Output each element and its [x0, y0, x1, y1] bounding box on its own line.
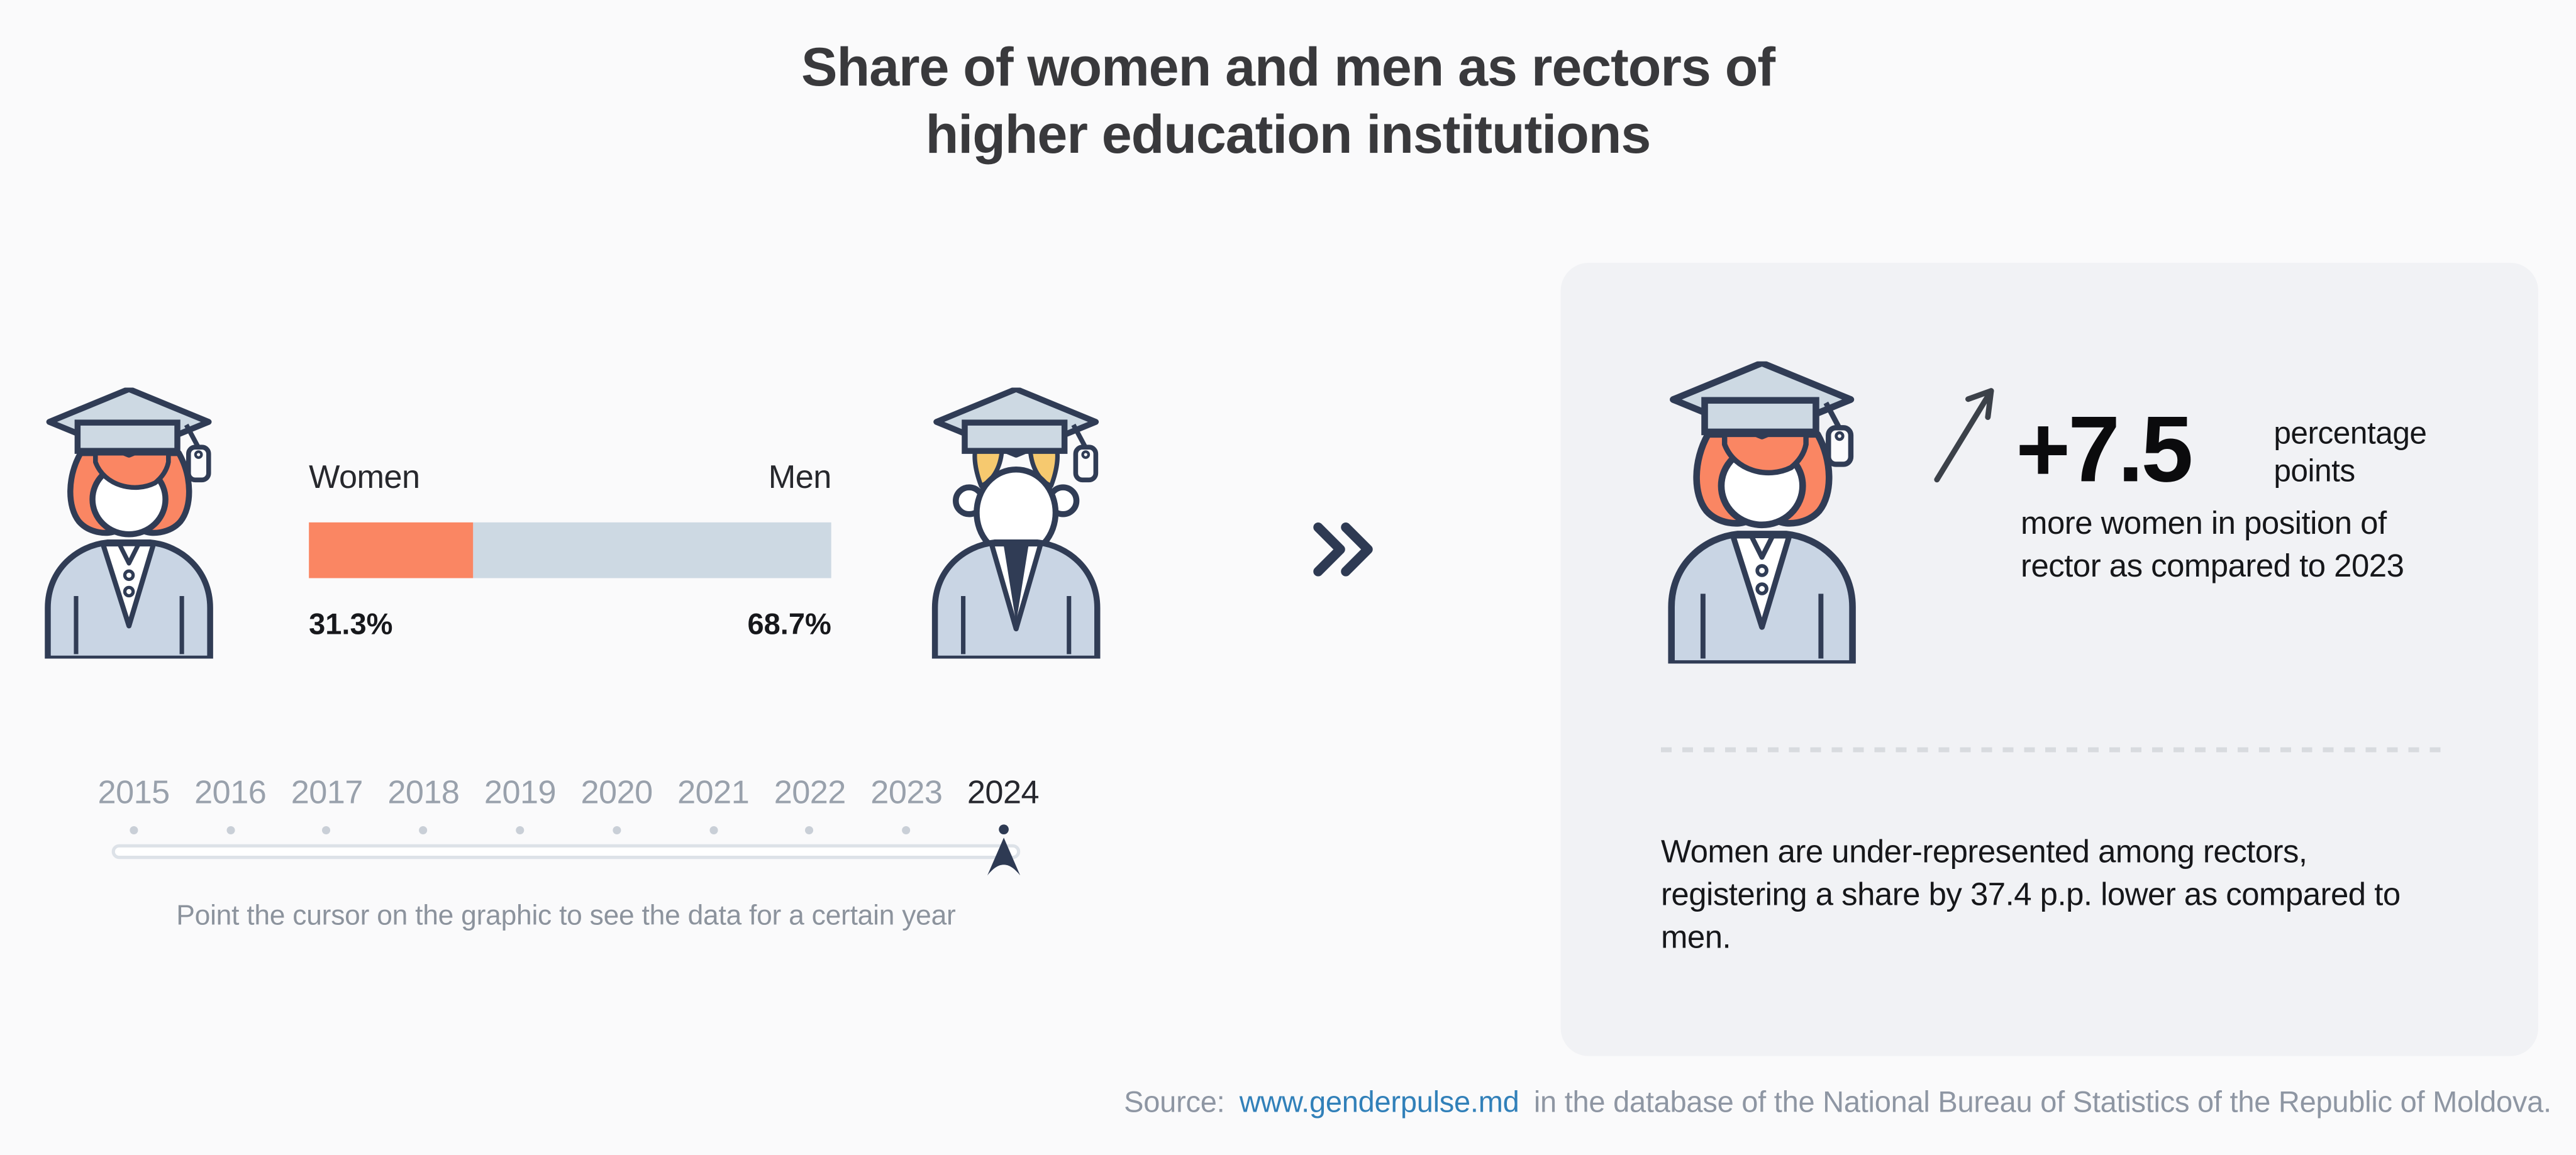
year-item-2020[interactable]: 2020 [569, 775, 665, 835]
year-label[interactable]: 2023 [870, 775, 943, 812]
page-title: Share of women and men as rectors of hig… [0, 33, 2576, 167]
delta-value: +7.5 [2016, 397, 2193, 503]
year-item-2015[interactable]: 2015 [86, 775, 182, 835]
women-bar-segment[interactable] [309, 522, 473, 578]
year-dot [613, 826, 621, 835]
year-label[interactable]: 2017 [291, 775, 364, 812]
women-bar-label: Women [309, 460, 420, 496]
year-item-2017[interactable]: 2017 [279, 775, 375, 835]
year-item-2024[interactable]: 2024 [955, 775, 1052, 835]
year-label[interactable]: 2021 [677, 775, 750, 812]
timeline-slider-track[interactable] [111, 844, 1021, 859]
year-item-2018[interactable]: 2018 [375, 775, 472, 835]
timeline-slider-cursor-icon[interactable] [987, 837, 1021, 877]
men-share-value: 68.7% [747, 607, 831, 641]
year-label[interactable]: 2020 [580, 775, 653, 812]
source-suffix: in the database of the National Bureau o… [1533, 1085, 2551, 1119]
year-selector: 2015 2016 2017 2018 2019 2020 2021 2022 [86, 775, 1052, 835]
year-dot [419, 826, 428, 835]
gender-share-bar[interactable] [309, 522, 831, 578]
woman-graduate-icon [43, 387, 215, 658]
insight-panel: +7.5 percentage points more women in pos… [1560, 262, 2538, 1056]
year-item-2023[interactable]: 2023 [858, 775, 955, 835]
men-bar-segment[interactable] [472, 522, 831, 578]
year-dot [226, 826, 235, 835]
year-dot [130, 826, 138, 835]
year-label[interactable]: 2015 [97, 775, 170, 812]
source-line: Source: www.genderpulse.md in the databa… [1124, 1086, 2551, 1120]
double-chevron-right-icon [1313, 522, 1373, 577]
page-title-line1: Share of women and men as rectors of [801, 36, 1775, 97]
year-item-2022[interactable]: 2022 [762, 775, 858, 835]
year-item-2016[interactable]: 2016 [182, 775, 279, 835]
women-share-value: 31.3% [309, 607, 393, 641]
year-label[interactable]: 2018 [387, 775, 460, 812]
delta-caption: more women in position of rector as comp… [2021, 506, 2404, 585]
year-dot [902, 826, 911, 835]
trend-up-arrow-icon [1934, 388, 1994, 483]
dashed-divider [1660, 747, 2451, 753]
year-dot [709, 826, 718, 835]
year-label[interactable]: 2019 [484, 775, 557, 812]
woman-graduate-icon [1666, 362, 1858, 664]
summary-text: Women are under-represented among rector… [1660, 834, 2401, 956]
source-prefix: Source: [1124, 1085, 1225, 1119]
year-dot [998, 824, 1008, 835]
page-title-line2: higher education institutions [925, 103, 1652, 165]
source-link[interactable]: www.genderpulse.md [1239, 1085, 1519, 1119]
men-bar-label: Men [768, 460, 832, 496]
man-graduate-icon [930, 387, 1102, 658]
year-item-2021[interactable]: 2021 [665, 775, 762, 835]
delta-unit: percentage points [2273, 417, 2427, 490]
year-item-2019[interactable]: 2019 [472, 775, 569, 835]
year-dot [516, 826, 525, 835]
year-dot [323, 826, 331, 835]
year-label[interactable]: 2024 [967, 775, 1040, 812]
timeline-hint: Point the cursor on the graphic to see t… [176, 900, 956, 932]
year-label[interactable]: 2022 [774, 775, 847, 812]
year-label[interactable]: 2016 [194, 775, 267, 812]
year-dot [806, 826, 814, 835]
